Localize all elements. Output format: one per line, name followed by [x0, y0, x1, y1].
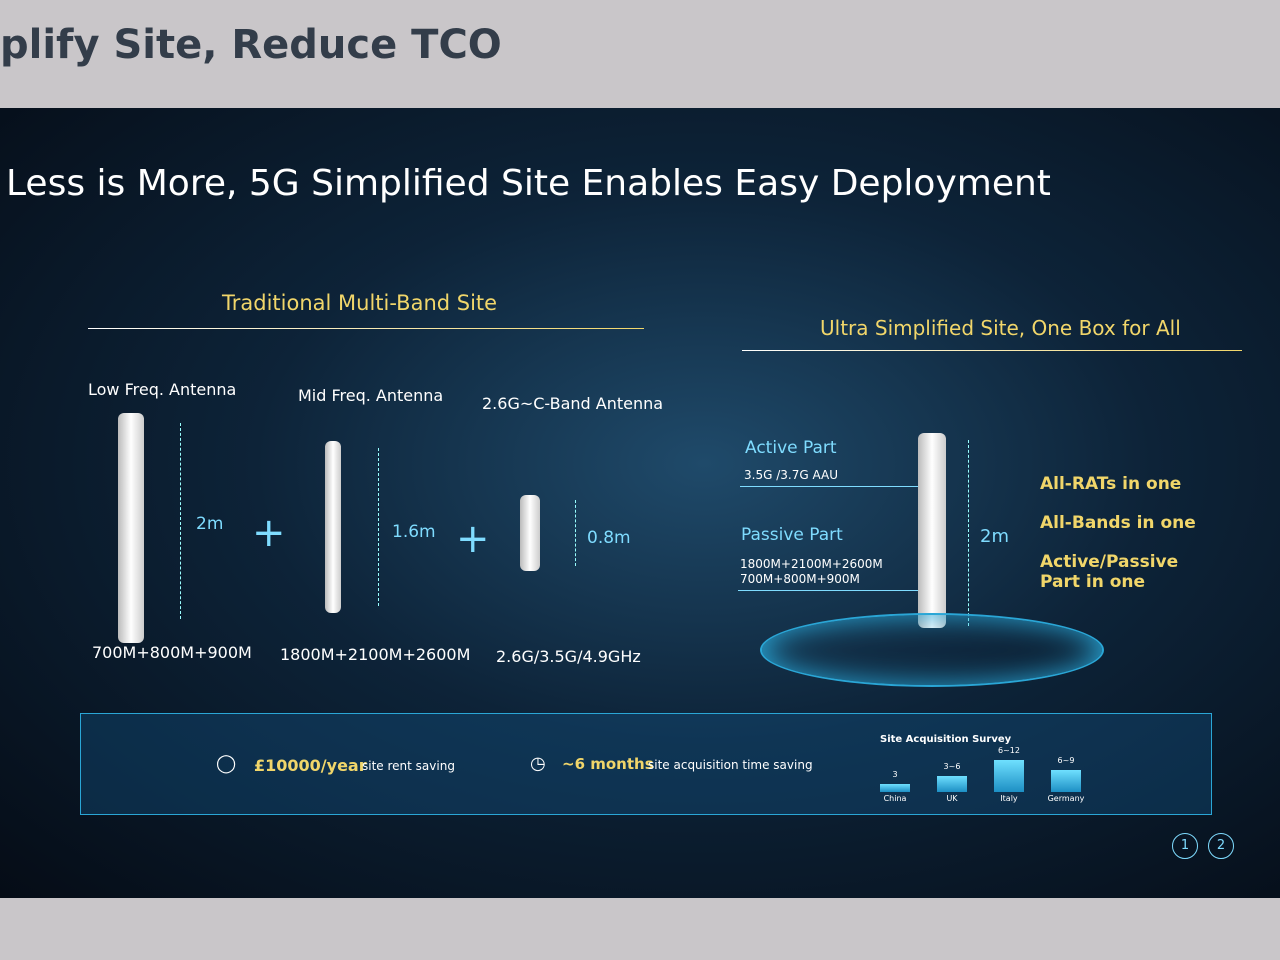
antenna-label: Low Freq. Antenna	[88, 380, 237, 399]
saving-amount: £10000/year	[254, 756, 367, 775]
platform	[760, 613, 1104, 687]
antenna	[918, 433, 946, 628]
survey-country: UK	[946, 794, 958, 803]
antenna-bands: 700M+800M+900M	[92, 643, 252, 662]
plus: +	[252, 510, 286, 556]
section-heading: Traditional Multi-Band Site	[222, 291, 498, 315]
screen: Less is More, 5G Simplified Site Enables…	[0, 108, 1280, 898]
slide-title: Less is More, 5G Simplified Site Enables…	[6, 163, 1051, 204]
icon: ◷	[530, 753, 546, 774]
survey-bar	[994, 760, 1024, 792]
banner-title: plify Site, Reduce TCO	[0, 22, 502, 68]
survey-value: 6~9	[1057, 756, 1075, 765]
antenna-height: 1.6m	[392, 522, 436, 542]
survey-bar	[880, 784, 910, 792]
survey-value: 3	[892, 770, 898, 779]
antenna-label: 2.6G~C-Band Antenna	[482, 394, 664, 413]
antenna	[118, 413, 144, 643]
antenna	[520, 495, 540, 571]
dimension-line	[575, 500, 576, 566]
pointer-line	[740, 486, 930, 487]
antenna-label: Mid Freq. Antenna	[298, 386, 444, 405]
part-detail: 1800M+2100M+2600M	[740, 557, 883, 571]
feature: Active/Passive Part in one	[1040, 552, 1179, 592]
survey-country: Italy	[1000, 794, 1018, 803]
survey-country: China	[883, 794, 907, 803]
saving-text: site acquisition time saving	[648, 758, 813, 772]
survey-chart: 3 China 3~6 UK 6~12 Italy 6~9 Germany	[880, 746, 1100, 803]
survey-value: 3~6	[943, 762, 961, 771]
feature: All-RATs in one	[1040, 474, 1182, 494]
survey-bar	[937, 776, 967, 792]
survey-value: 6~12	[998, 746, 1020, 755]
dimension-line	[378, 448, 379, 606]
plus: +	[456, 516, 490, 562]
pointer-line	[738, 590, 930, 591]
page-button[interactable]: 2	[1208, 833, 1234, 859]
antenna-height: 0.8m	[587, 528, 631, 548]
page-button[interactable]: 1	[1172, 833, 1198, 859]
survey-country: Germany	[1047, 794, 1085, 803]
antenna-bands: 1800M+2100M+2600M	[280, 645, 471, 664]
part-detail: 700M+800M+900M	[740, 572, 860, 586]
antenna-height: 2m	[196, 514, 224, 534]
divider	[88, 328, 644, 329]
feature: All-Bands in one	[1040, 513, 1196, 533]
dimension-line	[180, 423, 181, 619]
dimension-line	[968, 440, 969, 626]
part-detail: 3.5G /3.7G AAU	[744, 468, 838, 482]
part-title: Active Part	[745, 438, 837, 458]
part-title: Passive Part	[741, 525, 843, 545]
section-heading: Ultra Simplified Site, One Box for All	[820, 316, 1181, 340]
saving-text: site rent saving	[362, 759, 455, 773]
divider	[742, 350, 1242, 351]
survey-title: Site Acquisition Survey	[880, 734, 1012, 745]
icon: ◯	[216, 753, 237, 774]
antenna-bands: 2.6G/3.5G/4.9GHz	[496, 647, 641, 666]
saving-amount: ~6 months	[562, 755, 654, 773]
survey-bar	[1051, 770, 1081, 792]
antenna	[325, 441, 341, 613]
antenna-height: 2m	[980, 526, 1009, 547]
